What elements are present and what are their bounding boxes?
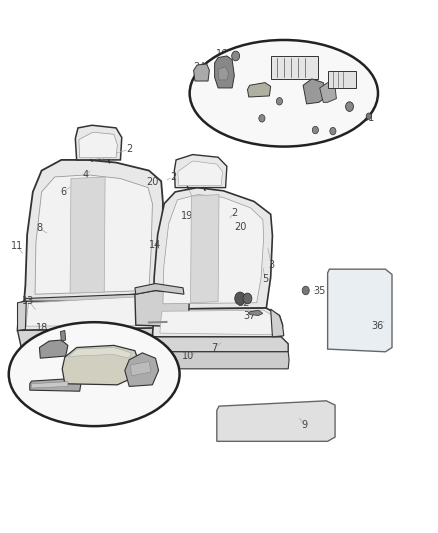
Polygon shape xyxy=(68,348,131,358)
Circle shape xyxy=(232,51,240,61)
Text: 36: 36 xyxy=(371,321,384,331)
Circle shape xyxy=(366,113,371,119)
Text: 18: 18 xyxy=(35,324,48,333)
Polygon shape xyxy=(163,195,264,304)
Text: 37: 37 xyxy=(244,311,256,320)
Polygon shape xyxy=(166,352,289,369)
Circle shape xyxy=(259,115,265,122)
Polygon shape xyxy=(174,155,227,188)
Text: 2: 2 xyxy=(170,172,176,182)
Polygon shape xyxy=(60,330,66,341)
Polygon shape xyxy=(32,382,68,388)
Polygon shape xyxy=(153,188,272,309)
Text: 28: 28 xyxy=(54,346,67,356)
Text: 34: 34 xyxy=(94,389,106,398)
Polygon shape xyxy=(328,269,392,352)
Text: 19: 19 xyxy=(102,150,115,159)
Text: 8: 8 xyxy=(36,223,42,233)
Polygon shape xyxy=(215,56,234,88)
Bar xyxy=(328,71,356,88)
Polygon shape xyxy=(303,79,328,104)
Polygon shape xyxy=(35,175,152,294)
Polygon shape xyxy=(24,160,163,301)
Polygon shape xyxy=(131,361,151,376)
Text: 14: 14 xyxy=(149,240,162,250)
Circle shape xyxy=(302,286,309,295)
Text: 2: 2 xyxy=(231,208,237,218)
Text: 9: 9 xyxy=(301,421,307,430)
Polygon shape xyxy=(250,310,263,316)
Polygon shape xyxy=(79,132,117,158)
Text: 1: 1 xyxy=(192,199,198,208)
Text: 20: 20 xyxy=(146,177,159,187)
Text: 16: 16 xyxy=(344,106,357,116)
Ellipse shape xyxy=(9,322,180,426)
Polygon shape xyxy=(191,195,219,303)
Polygon shape xyxy=(70,177,105,293)
Bar xyxy=(271,56,318,79)
Polygon shape xyxy=(30,378,81,391)
Polygon shape xyxy=(271,309,284,337)
Text: 5: 5 xyxy=(262,274,268,284)
Text: 3: 3 xyxy=(268,261,275,270)
Polygon shape xyxy=(152,308,283,337)
Text: 12: 12 xyxy=(119,327,131,336)
Text: 13: 13 xyxy=(22,296,35,305)
Text: 6: 6 xyxy=(60,187,67,197)
Text: 21: 21 xyxy=(273,101,286,110)
Circle shape xyxy=(346,102,353,111)
Polygon shape xyxy=(194,64,209,81)
Polygon shape xyxy=(152,337,288,352)
Polygon shape xyxy=(24,293,162,301)
Text: 32: 32 xyxy=(237,298,249,308)
Text: 20: 20 xyxy=(234,222,246,232)
Text: 2: 2 xyxy=(126,144,132,154)
Circle shape xyxy=(276,98,283,105)
Polygon shape xyxy=(247,83,271,97)
Text: 29: 29 xyxy=(133,378,145,387)
Circle shape xyxy=(243,293,252,304)
Text: 17: 17 xyxy=(340,82,352,91)
Polygon shape xyxy=(62,345,139,385)
Polygon shape xyxy=(39,340,68,358)
Polygon shape xyxy=(18,301,26,330)
Text: 7: 7 xyxy=(212,343,218,352)
Text: 22: 22 xyxy=(251,91,264,101)
Text: 24: 24 xyxy=(193,62,205,71)
Polygon shape xyxy=(18,293,175,330)
Polygon shape xyxy=(125,353,159,386)
Text: 10: 10 xyxy=(182,351,194,361)
Text: 26: 26 xyxy=(270,58,282,68)
Text: 25: 25 xyxy=(317,126,329,136)
Text: 35: 35 xyxy=(314,286,326,296)
Text: 16: 16 xyxy=(216,50,229,59)
Text: 31: 31 xyxy=(363,114,375,123)
Polygon shape xyxy=(26,296,170,326)
Polygon shape xyxy=(75,125,122,160)
Circle shape xyxy=(235,292,245,305)
Text: 11: 11 xyxy=(11,241,24,251)
Circle shape xyxy=(312,126,318,134)
Text: 19: 19 xyxy=(181,212,194,221)
Text: 23: 23 xyxy=(316,95,328,105)
Polygon shape xyxy=(135,290,189,326)
Polygon shape xyxy=(320,83,336,102)
Text: 30: 30 xyxy=(37,384,49,394)
Polygon shape xyxy=(217,401,335,441)
Text: 4: 4 xyxy=(82,170,88,180)
Ellipse shape xyxy=(190,40,378,147)
Polygon shape xyxy=(135,284,184,294)
Circle shape xyxy=(330,127,336,135)
Text: 15: 15 xyxy=(233,58,245,68)
Text: 27: 27 xyxy=(257,114,269,123)
Polygon shape xyxy=(18,317,180,346)
Polygon shape xyxy=(218,67,229,80)
Polygon shape xyxy=(178,161,223,185)
Text: 33: 33 xyxy=(89,359,102,368)
Polygon shape xyxy=(160,310,277,335)
